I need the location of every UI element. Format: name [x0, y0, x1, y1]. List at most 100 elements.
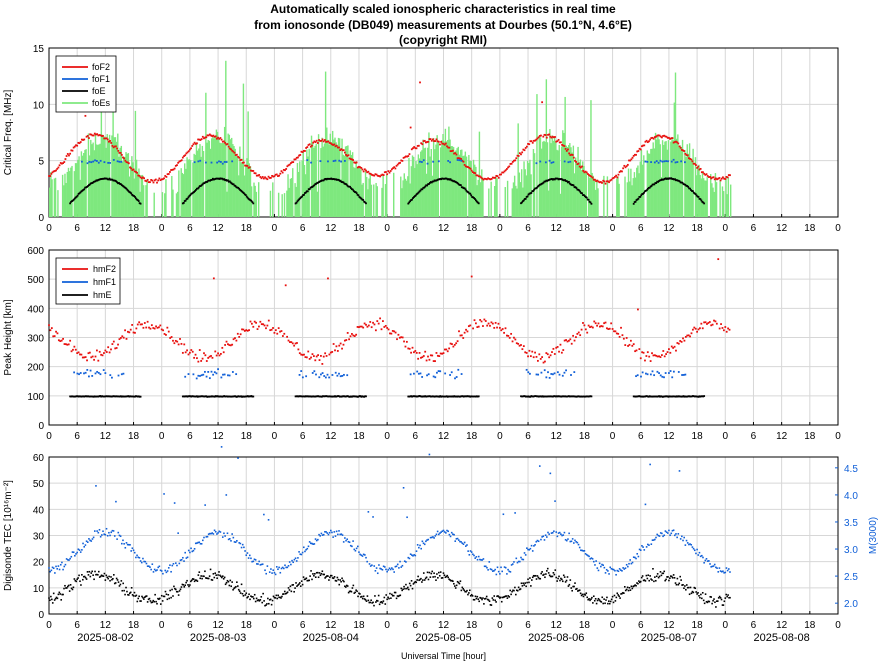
m3000-point [407, 556, 410, 559]
foF2-point [77, 141, 80, 144]
tec-point [413, 581, 416, 584]
hmE-point [102, 395, 104, 398]
foE-point [680, 181, 683, 184]
tec-point [620, 593, 622, 595]
m3000-point [418, 546, 420, 549]
foE-point [525, 196, 528, 198]
foE-point [242, 191, 244, 194]
tec-point [220, 575, 222, 578]
m3000-point [543, 539, 546, 541]
tec-point [580, 594, 583, 597]
foE-point [561, 178, 564, 181]
hmF2-point [363, 322, 366, 325]
hmF2-point [693, 326, 696, 329]
hmF1-point [228, 374, 231, 377]
hmF2-point [522, 345, 525, 348]
foF1-point [225, 161, 228, 163]
tec-point [515, 589, 518, 592]
m3000-point [175, 562, 177, 564]
m3000-point [146, 565, 149, 567]
foF1-point [447, 159, 450, 162]
tec-point [136, 600, 139, 603]
hmE-point [587, 395, 590, 398]
foE-point [102, 177, 104, 180]
x-tick-label: 6 [751, 431, 757, 442]
foE-point [300, 196, 303, 199]
y-axis-label-right: M(3000) [868, 517, 879, 554]
foEs-bar [370, 184, 373, 217]
hmF2-point [110, 348, 112, 351]
chart-title-line2: from ionosonde (DB049) measurements at D… [254, 18, 632, 32]
hmF2-point [704, 321, 707, 324]
foE-point [190, 192, 193, 195]
foE-point [455, 181, 458, 184]
foEs-bar [225, 60, 227, 218]
hmF2-point [510, 332, 513, 335]
foEs-bar [422, 139, 424, 217]
tec-point [484, 598, 486, 600]
tec-point [259, 599, 262, 601]
legend-box [55, 257, 121, 305]
tec-point [501, 596, 504, 599]
hmF2-point [160, 328, 163, 331]
hmE-point [444, 395, 446, 398]
foF1-point [550, 161, 553, 164]
m3000-point [211, 532, 214, 534]
foF2-point [351, 158, 353, 161]
m3000-point [166, 570, 169, 572]
foEs-bar [70, 167, 72, 217]
tec-point [573, 585, 575, 588]
m3000-point [662, 535, 664, 538]
foF2-point [172, 168, 175, 171]
foF2-point [490, 178, 493, 180]
hmF2-point [635, 349, 638, 352]
foEs-bar [582, 161, 584, 217]
tec-point [676, 577, 679, 580]
hmF2-point [56, 332, 59, 335]
hmE-point [343, 395, 346, 398]
foF2-point [274, 173, 277, 176]
foF2-point [138, 174, 141, 177]
hmE-point [454, 395, 457, 398]
foF1-point [676, 161, 679, 163]
m3000-point [482, 558, 485, 560]
foF2-point [518, 152, 521, 155]
foF2-point [713, 178, 716, 181]
hmE-point [445, 395, 448, 398]
tec-point [443, 574, 446, 577]
foEs-bar [229, 139, 232, 217]
foF2-point [65, 155, 68, 157]
foF2-point [85, 135, 88, 138]
tec-point [86, 571, 89, 573]
foE-point [423, 186, 426, 189]
hmF2-point [284, 284, 287, 287]
foE-point [181, 202, 184, 205]
hmF2-point [645, 355, 648, 357]
foEs-bar [626, 182, 629, 217]
hmE-point [121, 395, 124, 398]
m3000-point [489, 568, 492, 570]
m3000-point [509, 571, 512, 573]
tec-point [381, 602, 384, 604]
foEs-bar [341, 138, 343, 217]
foEs-bar [639, 161, 641, 217]
tec-point [337, 578, 340, 581]
tec-point [410, 580, 413, 582]
tec-point [423, 579, 426, 581]
foEs-bar [666, 149, 668, 217]
foEs-bar [269, 190, 272, 217]
m3000-point [125, 542, 128, 544]
foEs-bar [161, 192, 164, 217]
m3000-point [460, 541, 462, 543]
foF2-point [253, 172, 256, 175]
tec-point [66, 585, 69, 588]
hmE-point [437, 395, 440, 398]
m3000-point [251, 560, 253, 563]
foEs-bar [138, 168, 140, 217]
hmF2-point [219, 352, 222, 355]
foF2-point [641, 145, 643, 148]
foEs-bar [656, 139, 658, 217]
foF2-point [700, 171, 703, 174]
tec-point [686, 586, 689, 589]
hmF2-point [624, 344, 627, 346]
